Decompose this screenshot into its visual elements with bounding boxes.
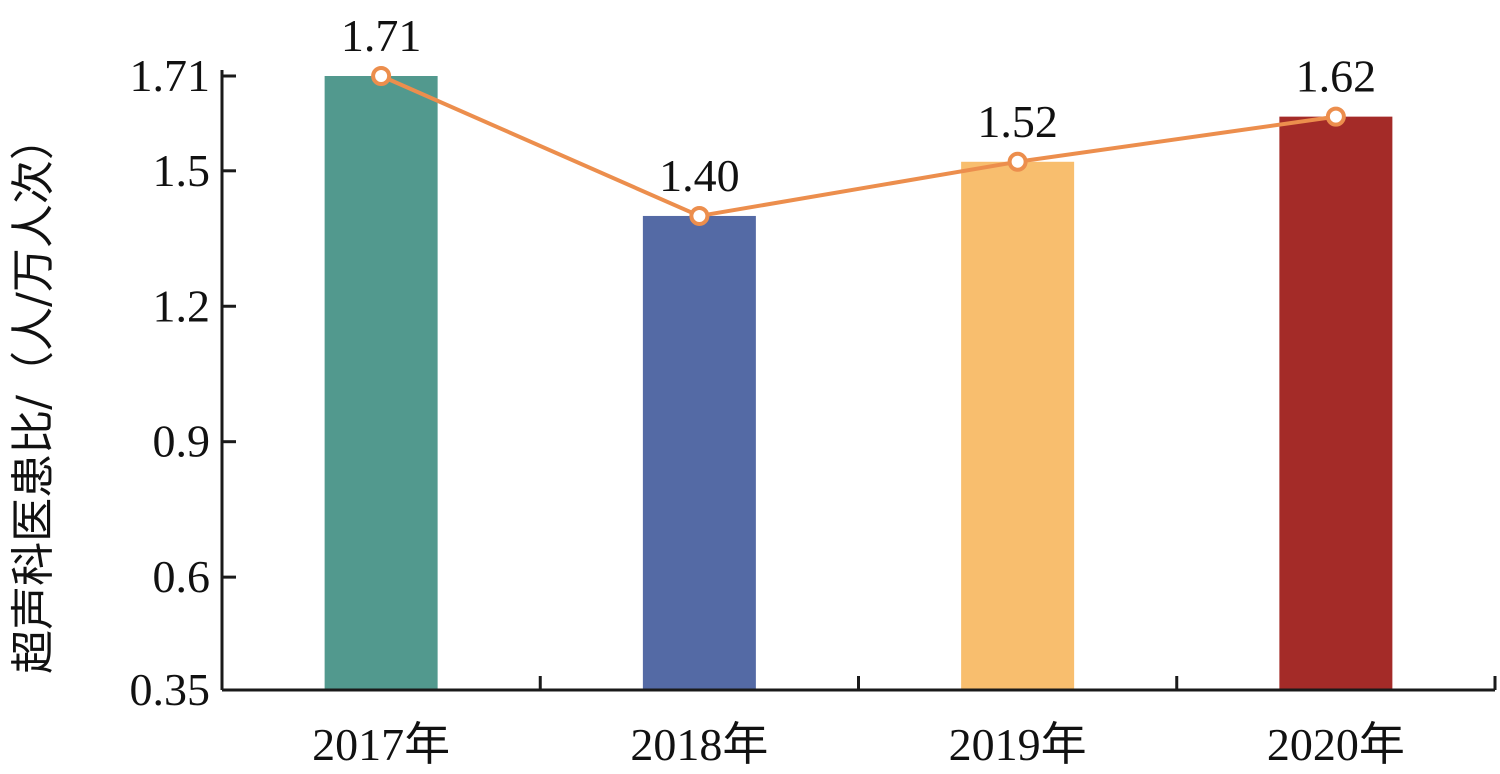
x-ticks: 2017年 2018年 2019年 2020年 [312,676,1497,770]
line-marker [1007,151,1028,172]
y-tick-label: 1.2 [153,280,211,331]
data-label: 1.40 [659,150,740,201]
y-tick-label: 0.9 [153,416,211,467]
x-tick-label: 2019年 [949,719,1087,770]
y-tick-label: 1.71 [130,50,211,101]
line-marker [371,66,392,86]
x-tick-label: 2018年 [630,719,768,770]
data-label: 1.52 [977,96,1058,147]
data-label: 1.71 [341,10,422,61]
data-labels: 1.71 1.40 1.52 1.62 [341,10,1376,201]
y-axis-label: 超声科医患比/（人/万人次） [8,116,59,674]
data-label: 1.62 [1296,51,1377,102]
x-tick-label: 2017年 [312,719,450,770]
line-marker [1325,106,1346,127]
y-tick-label: 0.35 [130,664,211,715]
bars [324,76,1393,691]
y-tick-label: 1.5 [153,145,211,196]
bar [961,161,1075,690]
bar [324,76,438,690]
line-marker [689,205,710,226]
bar [1279,116,1393,691]
y-ticks: 0.35 0.6 0.9 1.2 1.5 1.71 [130,50,236,715]
x-tick-label: 2020年 [1267,719,1405,770]
series-line [380,74,1337,219]
line-overlay [371,66,1346,226]
bar [642,215,756,691]
y-tick-label: 0.6 [153,551,211,602]
